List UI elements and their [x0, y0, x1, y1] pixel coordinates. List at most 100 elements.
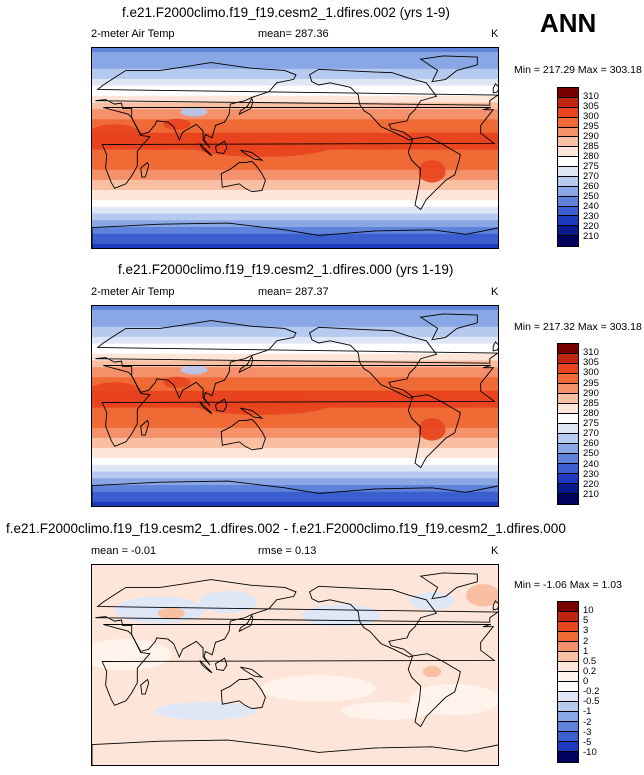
difference-region: [341, 701, 432, 720]
temperature-band: [92, 64, 498, 69]
colorbar-tick-label: 305: [583, 101, 599, 112]
temperature-band: [92, 484, 498, 489]
coastline: [101, 624, 496, 706]
temperature-band: [92, 172, 498, 177]
coastline: [92, 222, 498, 248]
temperature-band: [92, 386, 498, 391]
temperature-band: [92, 108, 498, 113]
temperature-band: [92, 326, 498, 331]
temperature-band: [92, 155, 498, 160]
temperature-anomaly-region: [180, 365, 208, 375]
panel-2-minmax: Min = 217.32 Max = 303.18: [514, 321, 642, 333]
temperature-band: [92, 339, 498, 344]
temperature-band: [92, 423, 498, 428]
colorbar-tick-label: -0.5: [583, 696, 600, 708]
temperature-band: [92, 196, 498, 201]
temperature-band: [92, 356, 498, 361]
colorbar-swatch: [558, 404, 578, 414]
temperature-band: [92, 312, 498, 317]
temperature-anomaly-region: [92, 124, 143, 147]
colorbar-tick-label: 305: [583, 357, 599, 369]
colorbar-tick-label: 275: [583, 418, 599, 429]
temperature-band: [92, 491, 498, 496]
temperature-band: [92, 179, 498, 184]
difference-region: [262, 674, 376, 702]
colorbar-swatch: [558, 127, 578, 138]
temperature-band: [92, 162, 498, 167]
colorbar-tick-label: 310: [583, 347, 599, 359]
colorbar-tick-label: 295: [583, 121, 599, 132]
colorbar-swatch: [558, 147, 578, 158]
colorbar-tick-label: 275: [583, 161, 599, 172]
panel-1-variable-label: 2-meter Air Temp: [91, 28, 175, 40]
colorbar-swatch: [558, 622, 578, 632]
colorbar-swatch: [558, 424, 578, 434]
temperature-band: [92, 212, 498, 217]
temperature-band: [92, 85, 498, 89]
difference-region: [154, 701, 257, 720]
coastline: [199, 143, 213, 157]
coastline: [92, 480, 498, 506]
difference-region: [301, 604, 381, 627]
temperature-band: [92, 359, 498, 364]
colorbar-swatch: [558, 167, 578, 177]
colorbar-tick-label: 5: [583, 615, 589, 627]
colorbar-swatch: [558, 464, 578, 474]
coastline: [419, 313, 478, 341]
colorbar-swatch: [558, 374, 578, 384]
temperature-band: [92, 239, 498, 244]
temperature-band: [92, 88, 498, 93]
colorbar-swatch: [558, 354, 578, 364]
temperature-band: [92, 460, 498, 465]
colorbar-tick-label: 240: [583, 458, 599, 470]
temperature-band: [92, 457, 498, 462]
colorbar-swatch: [558, 226, 578, 237]
temperature-band: [92, 319, 498, 324]
coastline: [407, 136, 461, 211]
difference-region: [199, 590, 257, 614]
temperature-band: [92, 128, 498, 133]
temperature-band: [92, 366, 498, 371]
colorbar-swatch: [558, 682, 578, 692]
temperature-band: [92, 329, 498, 334]
colorbar-swatch: [558, 394, 578, 404]
temperature-band: [92, 309, 498, 314]
coastline: [140, 678, 150, 695]
colorbar-swatch: [558, 752, 578, 762]
coastline: [309, 585, 438, 658]
colorbar-swatch: [558, 364, 578, 374]
colorbar-swatch: [558, 742, 578, 752]
temperature-band: [92, 186, 498, 190]
temperature-band: [92, 444, 498, 448]
colorbar-swatch: [558, 642, 578, 652]
colorbar-swatch: [558, 344, 578, 354]
temperature-band: [92, 233, 498, 238]
difference-region: [466, 584, 498, 607]
temperature-band: [92, 192, 498, 197]
coastline: [238, 614, 254, 633]
panel-3-field-svg: [92, 565, 498, 765]
panel-2-mean-label: mean= 287.37: [258, 286, 329, 298]
panel-2-units: K: [491, 286, 499, 298]
temperature-band: [92, 199, 498, 204]
coastline: [220, 418, 266, 451]
panel-3-title: f.e21.F2000climo.f19_f19.cesm2_1.dfires.…: [6, 521, 566, 536]
coastline: [407, 394, 461, 469]
temperature-band: [92, 115, 498, 120]
panel-2-colorbar: [557, 343, 579, 505]
difference-region: [409, 683, 498, 716]
colorbar-swatch: [558, 712, 578, 722]
colorbar-swatch: [558, 612, 578, 622]
temperature-band: [92, 165, 498, 170]
temperature-band: [92, 81, 498, 86]
temperature-band: [92, 369, 498, 374]
colorbar-swatch: [558, 97, 578, 108]
temperature-band: [92, 433, 498, 438]
temperature-band: [92, 236, 498, 241]
difference-region: [92, 639, 172, 671]
colorbar-swatch: [558, 722, 578, 732]
colorbar-tick-label: 280: [583, 151, 599, 162]
temperature-band: [92, 376, 498, 381]
temperature-band: [92, 346, 498, 351]
temperature-band: [92, 413, 498, 418]
